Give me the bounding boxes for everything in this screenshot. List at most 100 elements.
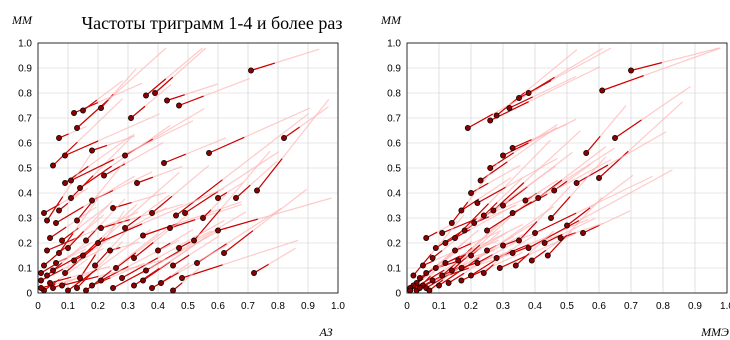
right-y-tick-labels: 0 0.1 0.2 0.3 0.4 0.5 0.6 0.7 0.8 0.9 1.0 [387, 39, 401, 300]
data-point [525, 90, 532, 96]
data-point [38, 270, 44, 276]
x-tick-label: 0.3 [121, 301, 135, 312]
left-y-axis-label: ММ [11, 13, 33, 27]
data-point [155, 247, 161, 254]
y-tick-label: 0.7 [387, 114, 401, 125]
data-point [448, 220, 455, 226]
strong-trail [467, 113, 494, 129]
strong-trail [566, 207, 591, 226]
data-point [167, 225, 173, 231]
strong-trail [49, 226, 67, 239]
strong-trail [49, 276, 72, 284]
strong-trail [582, 224, 600, 234]
data-point [484, 227, 490, 234]
data-point [83, 237, 89, 244]
data-point [551, 187, 558, 194]
data-point [170, 262, 176, 269]
y-tick-label: 0.9 [18, 64, 32, 75]
strong-trail [94, 251, 108, 266]
data-point [548, 215, 554, 221]
data-point [182, 210, 188, 216]
data-point [128, 115, 134, 121]
data-point [573, 180, 580, 186]
data-point [38, 285, 44, 291]
data-point [458, 207, 465, 214]
left-trails [40, 47, 332, 291]
data-point [471, 220, 478, 226]
y-tick-label: 1.0 [387, 39, 401, 50]
data-point [525, 245, 532, 251]
data-point [143, 92, 149, 99]
data-point [458, 277, 465, 284]
strong-trail [112, 202, 132, 209]
data-point [442, 260, 449, 266]
left-plot-frame [37, 42, 339, 294]
left-x-axis-label: АЗ [318, 325, 332, 339]
strong-trail [518, 221, 538, 241]
strong-trail [528, 220, 580, 249]
data-point [423, 235, 430, 241]
x-tick-label: 1.0 [331, 301, 345, 312]
data-point [164, 97, 170, 104]
data-point [92, 262, 98, 269]
data-point [506, 105, 513, 111]
data-point [448, 267, 455, 274]
y-tick-label: 0.9 [387, 64, 401, 75]
data-point [516, 95, 522, 101]
x-tick-label: 0.7 [241, 301, 255, 312]
strong-trail [85, 225, 101, 241]
data-point [532, 230, 538, 236]
data-point [436, 282, 442, 289]
strong-trail [509, 96, 533, 109]
x-tick-label: 0.2 [91, 301, 105, 312]
data-point [429, 277, 436, 284]
data-point [50, 285, 56, 291]
data-point [77, 275, 83, 281]
x-tick-label: 0.8 [656, 301, 670, 312]
data-point [170, 287, 176, 294]
data-point [432, 265, 439, 271]
data-point [474, 260, 481, 266]
data-point [89, 197, 95, 204]
data-point [80, 252, 86, 259]
y-tick-label: 0.6 [387, 139, 401, 150]
right-plot-frame [406, 42, 728, 294]
data-point [468, 252, 474, 259]
data-point [98, 225, 104, 231]
strong-trail [166, 94, 185, 102]
data-point [65, 287, 71, 294]
x-tick-label: 0.5 [181, 301, 195, 312]
strong-trail [601, 75, 644, 92]
strong-trail [614, 119, 642, 139]
strong-trail [217, 218, 258, 232]
strong-trail [58, 233, 74, 254]
data-point [41, 262, 47, 269]
data-point [98, 277, 104, 284]
x-tick-label: 0.4 [151, 301, 165, 312]
strong-trail [175, 179, 223, 216]
data-point [41, 210, 47, 216]
data-point [110, 285, 116, 291]
data-point [254, 187, 260, 194]
data-point [439, 272, 446, 279]
data-point [233, 195, 239, 201]
data-point [53, 260, 59, 266]
strong-trail [100, 265, 129, 282]
y-tick-label: 0.5 [387, 164, 401, 175]
data-point [74, 285, 80, 291]
data-point [439, 230, 446, 236]
right-x-tick-labels: 0 0.1 0.2 0.3 0.4 0.5 0.6 0.7 0.8 0.9 1.0 [404, 301, 730, 312]
data-point [122, 225, 128, 231]
strong-trail [115, 252, 137, 269]
data-point [56, 135, 62, 141]
y-tick-label: 0.2 [387, 239, 401, 250]
data-point [89, 147, 95, 154]
y-tick-label: 0.4 [18, 189, 32, 200]
strong-trail [256, 158, 283, 191]
data-point [500, 202, 506, 209]
data-point [98, 105, 104, 111]
data-point [564, 222, 570, 229]
x-tick-label: 1.0 [720, 301, 730, 312]
data-point [628, 67, 634, 74]
data-point [44, 217, 50, 224]
